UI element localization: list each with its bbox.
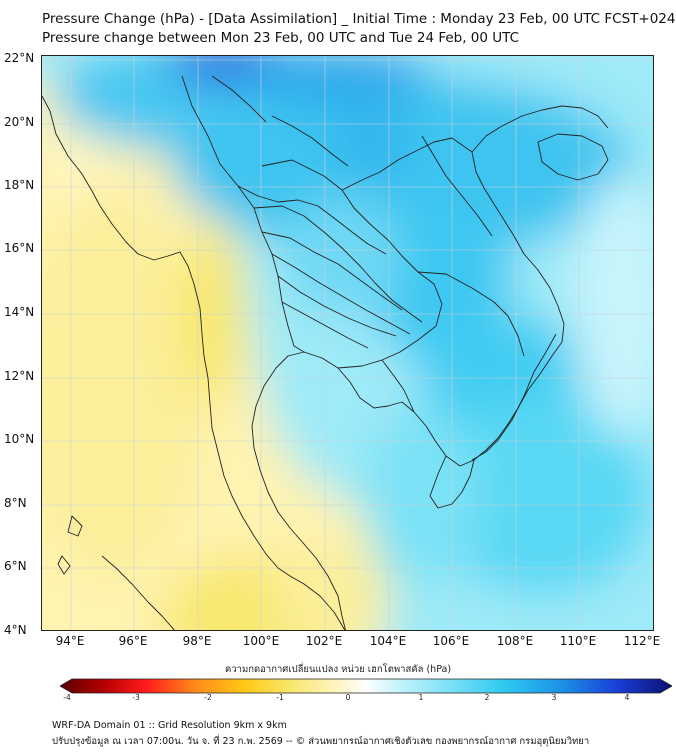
pressure-field xyxy=(42,56,653,630)
graticule xyxy=(42,56,653,630)
lon-label-108e: 108°E xyxy=(496,634,534,648)
colorbar-tick: 4 xyxy=(624,693,630,702)
lon-label-98e: 98°E xyxy=(182,634,212,648)
colorbar-tick: 2 xyxy=(484,693,490,702)
colorbar xyxy=(60,678,672,694)
lat-label-20n: 20°N xyxy=(4,115,35,129)
colorbar-tick: 1 xyxy=(418,693,424,702)
lat-label-4n: 4°N xyxy=(4,623,27,637)
lat-label-10n: 10°N xyxy=(4,432,35,446)
lon-label-110e: 110°E xyxy=(559,634,597,648)
lat-label-12n: 12°N xyxy=(4,369,35,383)
colorbar-tick: -3 xyxy=(132,693,140,702)
map-panel[interactable] xyxy=(41,55,654,631)
lon-label-104e: 104°E xyxy=(369,634,407,648)
lat-label-18n: 18°N xyxy=(4,178,35,192)
colorbar-tick: -4 xyxy=(63,693,71,702)
colorbar-tick: -2 xyxy=(204,693,212,702)
lat-label-14n: 14°N xyxy=(4,305,35,319)
lat-label-8n: 8°N xyxy=(4,496,27,510)
chart-subtitle: Pressure change between Mon 23 Feb, 00 U… xyxy=(42,30,520,46)
colorbar-tick: 0 xyxy=(345,693,351,702)
lat-label-16n: 16°N xyxy=(4,241,35,255)
pressure-change-map xyxy=(42,56,653,630)
lon-label-96e: 96°E xyxy=(118,634,148,648)
colorbar-tick: -1 xyxy=(276,693,284,702)
footer-credit: ปรับปรุงข้อมูล ณ เวลา 07:00น. วัน จ. ที่… xyxy=(52,736,590,747)
coastlines xyxy=(42,75,609,630)
chart-title: Pressure Change (hPa) - [Data Assimilati… xyxy=(42,11,676,27)
lon-label-94e: 94°E xyxy=(55,634,85,648)
lon-label-100e: 100°E xyxy=(242,634,280,648)
lon-label-102e: 102°E xyxy=(305,634,343,648)
colorbar-title: ความกดอากาศเปลี่ยนแปลง หน่วย เฮกโตพาสคัล… xyxy=(224,664,452,675)
colorbar-tick: 3 xyxy=(551,693,557,702)
footer-model-info: WRF-DA Domain 01 :: Grid Resolution 9km … xyxy=(52,720,287,731)
lon-label-112e: 112°E xyxy=(623,634,661,648)
lat-label-22n: 22°N xyxy=(4,51,35,65)
lat-label-6n: 6°N xyxy=(4,559,27,573)
lon-label-106e: 106°E xyxy=(432,634,470,648)
